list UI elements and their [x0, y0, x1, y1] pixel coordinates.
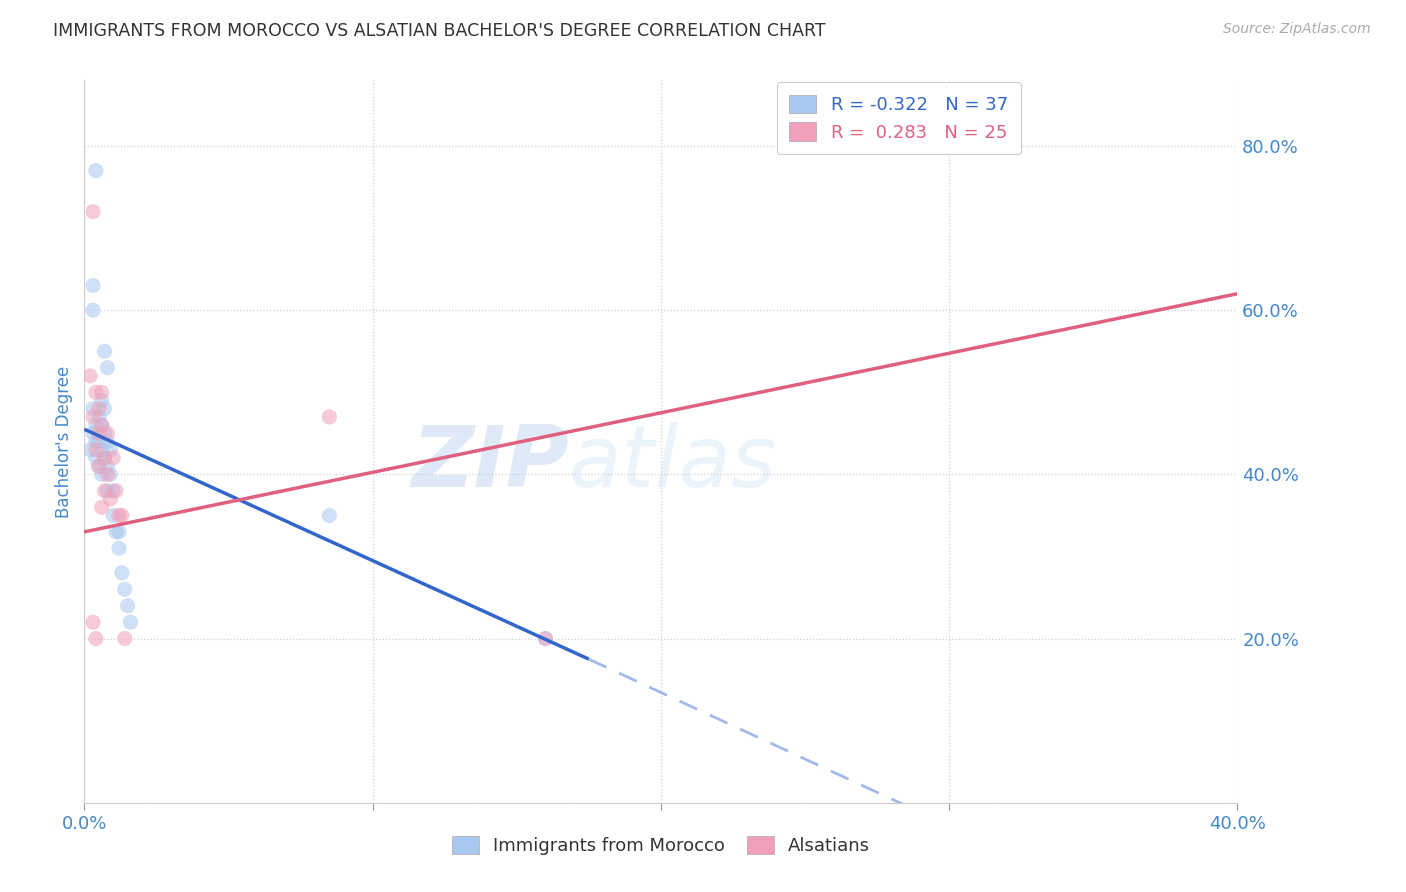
Point	[84, 418, 107, 433]
Point	[87, 401, 110, 416]
Point	[93, 483, 115, 498]
Point	[98, 467, 121, 482]
Point	[98, 491, 121, 506]
Text: ZIP: ZIP	[411, 422, 568, 505]
Point	[90, 418, 112, 433]
Point	[318, 508, 340, 523]
Legend: Immigrants from Morocco, Alsatians: Immigrants from Morocco, Alsatians	[440, 825, 882, 866]
Point	[79, 368, 101, 383]
Point	[111, 508, 134, 523]
Point	[117, 599, 139, 613]
Point	[82, 409, 104, 424]
Point	[120, 615, 142, 630]
Point	[114, 582, 136, 597]
Point	[90, 418, 112, 433]
Point	[84, 632, 107, 646]
Point	[87, 426, 110, 441]
Point	[90, 500, 112, 515]
Point	[84, 434, 107, 449]
Point	[103, 508, 124, 523]
Point	[84, 385, 107, 400]
Point	[96, 459, 118, 474]
Point	[108, 524, 131, 539]
Point	[318, 409, 340, 424]
Point	[93, 450, 115, 465]
Point	[87, 459, 110, 474]
Point	[90, 385, 112, 400]
Point	[82, 426, 104, 441]
Point	[108, 508, 131, 523]
Point	[90, 393, 112, 408]
Point	[79, 442, 101, 457]
Text: Source: ZipAtlas.com: Source: ZipAtlas.com	[1223, 22, 1371, 37]
Point	[84, 450, 107, 465]
Point	[108, 541, 131, 556]
Point	[84, 442, 107, 457]
Point	[534, 632, 557, 646]
Point	[90, 442, 112, 457]
Point	[105, 483, 128, 498]
Point	[111, 566, 134, 580]
Text: atlas: atlas	[568, 422, 776, 505]
Point	[93, 344, 115, 359]
Point	[96, 360, 118, 375]
Point	[87, 434, 110, 449]
Point	[93, 401, 115, 416]
Point	[98, 442, 121, 457]
Point	[87, 459, 110, 474]
Point	[87, 409, 110, 424]
Point	[93, 450, 115, 465]
Point	[105, 524, 128, 539]
Point	[82, 303, 104, 318]
Point	[96, 483, 118, 498]
Point	[96, 467, 118, 482]
Point	[82, 401, 104, 416]
Point	[84, 163, 107, 178]
Y-axis label: Bachelor's Degree: Bachelor's Degree	[55, 366, 73, 517]
Point	[93, 426, 115, 441]
Point	[103, 483, 124, 498]
Text: IMMIGRANTS FROM MOROCCO VS ALSATIAN BACHELOR'S DEGREE CORRELATION CHART: IMMIGRANTS FROM MOROCCO VS ALSATIAN BACH…	[53, 22, 827, 40]
Point	[82, 204, 104, 219]
Point	[96, 434, 118, 449]
Point	[96, 426, 118, 441]
Point	[114, 632, 136, 646]
Point	[90, 467, 112, 482]
Point	[82, 278, 104, 293]
Point	[103, 450, 124, 465]
Point	[82, 615, 104, 630]
Point	[534, 632, 557, 646]
